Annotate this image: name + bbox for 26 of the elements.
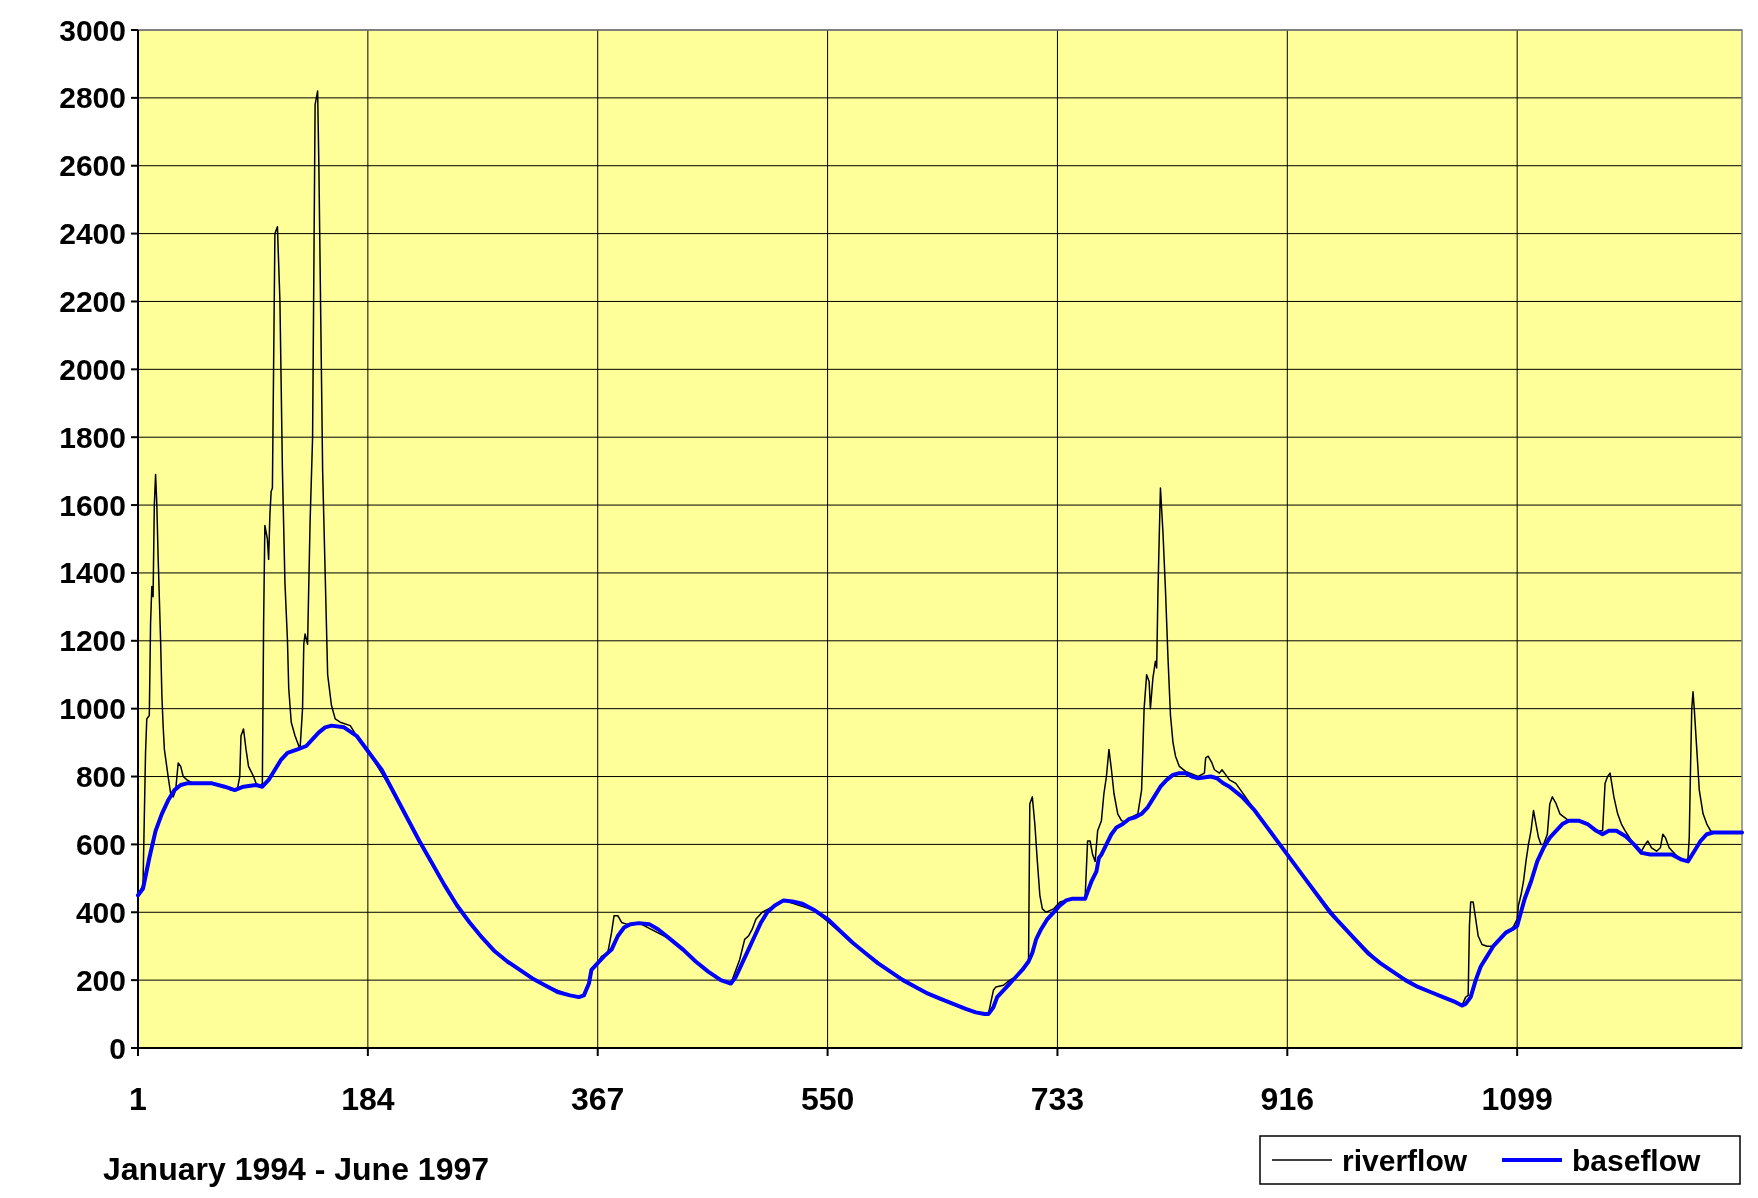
x-tick-label: 367 bbox=[571, 1081, 625, 1117]
x-axis-title: January 1994 - June 1997 bbox=[103, 1151, 490, 1187]
y-tick-label: 2200 bbox=[59, 284, 126, 318]
y-tick-label: 1000 bbox=[59, 692, 126, 726]
legend-label: baseflow bbox=[1572, 1143, 1702, 1177]
x-tick-label: 1 bbox=[129, 1081, 147, 1117]
legend-label: riverflow bbox=[1342, 1143, 1468, 1177]
x-tick-label: 1099 bbox=[1481, 1081, 1553, 1117]
y-tick-label: 800 bbox=[75, 760, 126, 794]
y-tick-label: 1200 bbox=[59, 624, 126, 658]
y-tick-label: 2800 bbox=[59, 81, 126, 115]
y-tick-label: 0 bbox=[109, 1031, 126, 1065]
y-tick-label: 1800 bbox=[59, 420, 126, 454]
y-tick-label: 2000 bbox=[59, 352, 126, 386]
y-tick-label: 400 bbox=[75, 895, 126, 929]
y-tick-label: 2600 bbox=[59, 149, 126, 183]
x-tick-label: 733 bbox=[1030, 1081, 1085, 1117]
y-tick-label: 3000 bbox=[59, 13, 126, 47]
y-tick-label: 1400 bbox=[59, 556, 126, 590]
y-tick-label: 600 bbox=[75, 827, 126, 861]
x-tick-label: 184 bbox=[341, 1081, 395, 1117]
y-tick-label: 1600 bbox=[59, 488, 126, 522]
x-tick-label: 550 bbox=[800, 1081, 855, 1117]
y-tick-label: 200 bbox=[75, 963, 126, 997]
y-tick-label: 2400 bbox=[59, 217, 126, 251]
x-tick-label: 916 bbox=[1260, 1081, 1314, 1117]
